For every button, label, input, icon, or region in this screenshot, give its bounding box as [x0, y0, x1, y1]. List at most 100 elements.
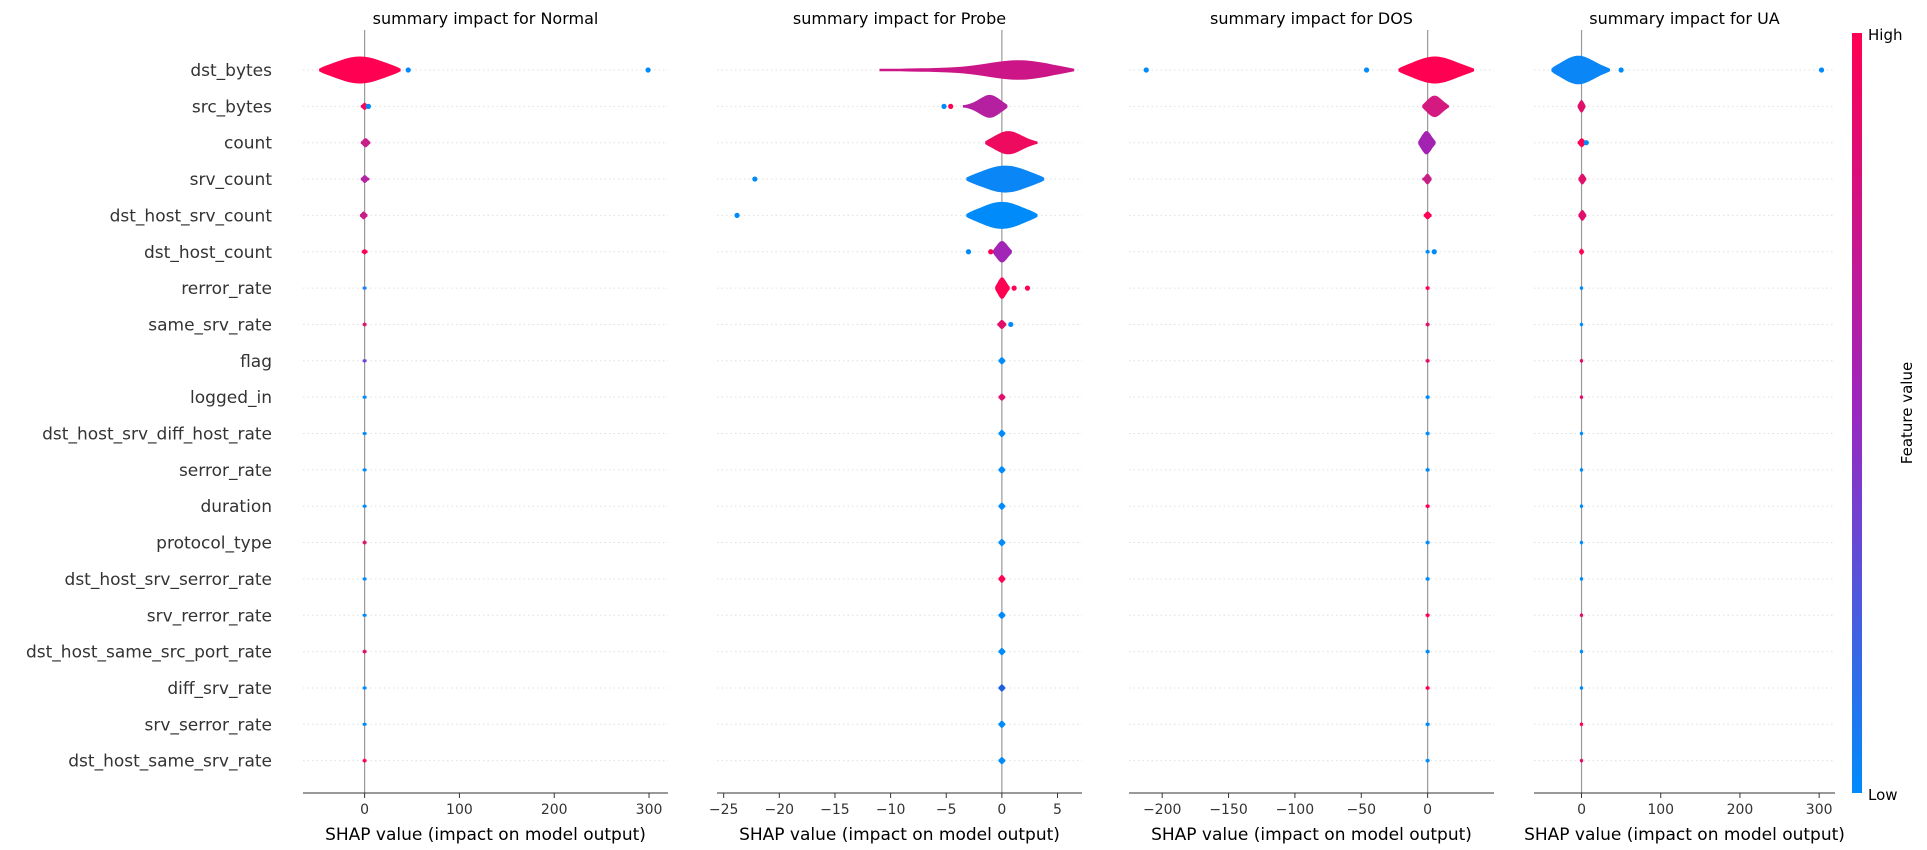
violin: [998, 466, 1006, 474]
violin: [362, 504, 367, 508]
x-axis-label: SHAP value (impact on model output): [739, 825, 1060, 845]
violin: [995, 277, 1010, 299]
x-tick-label: 0: [360, 802, 369, 818]
violin: [1425, 540, 1430, 545]
violin: [1425, 758, 1430, 763]
violin: [1577, 100, 1586, 113]
violin: [993, 241, 1012, 263]
feature-label: dst_host_srv_serror_rate: [65, 570, 272, 590]
violin: [998, 574, 1006, 583]
outlier-point: [1431, 249, 1437, 255]
violin: [1579, 358, 1584, 363]
violin: [997, 320, 1007, 329]
x-axis-label: SHAP value (impact on model output): [1524, 825, 1845, 845]
violin: [1425, 249, 1430, 254]
feature-label: flag: [240, 352, 272, 372]
feature-label: srv_rerror_rate: [147, 606, 272, 626]
outlier-point: [1618, 67, 1624, 73]
outlier-point: [948, 103, 954, 109]
violin: [362, 686, 367, 690]
violin: [360, 175, 370, 183]
feature-label: dst_host_count: [144, 243, 272, 263]
violin: [1579, 467, 1584, 472]
violin: [1425, 285, 1430, 291]
x-tick-label: 200: [1727, 802, 1754, 818]
x-tick-label: 200: [541, 802, 568, 818]
violin: [1578, 210, 1587, 221]
violin: [998, 502, 1006, 510]
panel: summary impact for UA 0 100 200 300 SHAP valu…: [1524, 9, 1845, 845]
panel: summary impact for DOS −200 −150 −100 −50 0 SH…: [1129, 9, 1494, 845]
violin: [362, 395, 367, 399]
outlier-point: [941, 103, 947, 109]
x-axis-label: SHAP value (impact on model output): [325, 825, 646, 845]
feature-label: dst_host_srv_count: [110, 206, 273, 226]
feature-label: srv_serror_rate: [145, 715, 272, 735]
violin: [362, 758, 367, 763]
violin: [1425, 504, 1430, 509]
x-tick-label: −25: [709, 802, 739, 818]
violin: [1425, 322, 1430, 327]
violin: [998, 357, 1006, 365]
panels: summary impact for Normal 0 100 200 300 SHAP …: [303, 9, 1845, 845]
violin: [998, 720, 1006, 728]
x-tick-label: −150: [1209, 802, 1247, 818]
violin: [1425, 395, 1430, 400]
x-tick-label: 0: [1423, 802, 1432, 818]
x-tick-label: −10: [876, 802, 906, 818]
violin: [998, 611, 1006, 619]
violin: [1579, 758, 1584, 763]
violin: [362, 468, 367, 472]
feature-label: logged_in: [190, 388, 272, 408]
violin: [1579, 649, 1584, 654]
x-tick-label: 300: [1806, 802, 1833, 818]
feature-label: duration: [200, 497, 272, 517]
violin: [1579, 722, 1584, 727]
violin: [359, 211, 368, 220]
violin: [1422, 95, 1449, 118]
outlier-point: [1583, 140, 1589, 146]
x-tick-label: −15: [820, 802, 850, 818]
x-tick-label: −100: [1276, 802, 1314, 818]
colorbar-title: Feature value: [1898, 362, 1916, 464]
violin: [998, 538, 1006, 547]
violin: [1551, 55, 1610, 85]
outlier-point: [1024, 285, 1031, 291]
feature-label: src_bytes: [192, 97, 272, 117]
violin: [1425, 467, 1430, 472]
violin: [362, 649, 367, 654]
colorbar-gradient: [1852, 33, 1862, 793]
violin: [998, 429, 1006, 438]
violin: [985, 131, 1038, 155]
violin: [1425, 649, 1430, 654]
violin: [362, 359, 367, 363]
violin: [998, 757, 1006, 765]
feature-label: dst_host_same_srv_rate: [68, 752, 272, 772]
x-tick-label: 100: [1647, 802, 1674, 818]
violin: [1577, 138, 1588, 148]
outlier-point: [734, 212, 740, 218]
violin: [1425, 613, 1430, 618]
colorbar-high-label: High: [1868, 26, 1902, 44]
violin: [1579, 285, 1584, 291]
colorbar: High Low Feature value: [1852, 26, 1916, 804]
feature-label: serror_rate: [179, 461, 272, 481]
x-axis-label: SHAP value (impact on model output): [1151, 825, 1472, 845]
violin: [1578, 173, 1587, 185]
feature-label: protocol_type: [156, 534, 272, 554]
outlier-point: [1011, 285, 1017, 291]
x-tick-label: 0: [1577, 802, 1586, 818]
violin: [362, 286, 367, 290]
violin: [1579, 322, 1584, 327]
violin: [360, 138, 371, 148]
panel-title: summary impact for Normal: [373, 9, 599, 28]
violin: [1579, 540, 1584, 545]
violin: [361, 249, 368, 255]
outlier-point: [965, 249, 972, 255]
outlier-point: [752, 176, 758, 182]
violin: [966, 165, 1045, 193]
x-tick-label: 300: [636, 802, 663, 818]
violin: [966, 201, 1038, 229]
violin: [1579, 248, 1584, 255]
